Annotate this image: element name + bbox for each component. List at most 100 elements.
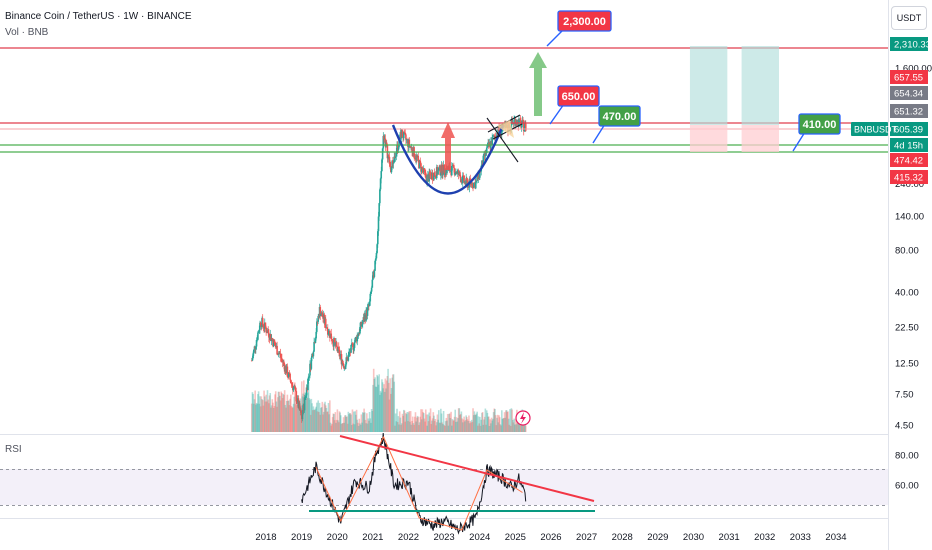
volume-bar [485,410,488,432]
candle-body [479,170,481,178]
volume-bar [344,415,347,432]
candle-body [319,307,322,317]
volume-bar [446,413,449,432]
callout-box[interactable] [557,85,600,107]
time-axis[interactable]: 2018 2019 2020 2021 2022 2023 2024 2025 2026 2027… [255,532,846,543]
volume-bar [414,412,417,432]
candle-body [281,358,283,360]
volume-bar [346,416,348,432]
volume-bar [450,411,452,432]
volume-bar [404,421,407,432]
candle-body [485,147,488,154]
candle-body [382,136,385,149]
volume-bar [333,414,335,432]
volume-bar [435,425,437,432]
volume-bar [325,407,328,432]
volume-bar [523,425,526,432]
volume-bar [397,416,400,432]
candle-body [349,352,352,354]
volume-bar [484,408,487,432]
volume-bar [465,415,467,432]
candle-body [292,387,295,391]
time-tick-label: 2032 [754,532,775,543]
volume-bar [340,415,342,432]
candle-body [253,349,255,354]
price-pane[interactable] [0,46,888,432]
currency-button[interactable]: USDT [891,6,927,30]
candle-body [354,337,356,343]
candle-body [317,315,320,322]
lightning-bolt [520,412,526,424]
volume-bar [298,400,301,432]
time-tick-label: 2028 [612,532,633,543]
volume-bar [392,374,395,432]
volume-bar [492,412,495,432]
symbol-title: Binance Coin / TetherUS · 1W · BINANCE [5,11,192,22]
volume-bar [360,414,363,432]
volume-bar [333,420,336,432]
candle-body [491,137,494,146]
candle-body [424,171,426,173]
callout-box[interactable] [557,10,612,32]
callout-label: 470.00 [603,111,637,123]
volume-bar [382,388,385,432]
volume-bar [520,419,523,432]
price-axis-tag-label: 415.32 [894,173,923,184]
price-axis-tag [890,37,928,51]
volume-bar [366,413,368,432]
volume-bar [416,417,418,432]
candle-body [390,166,393,173]
volume-bar [437,419,439,432]
callout-box[interactable] [598,105,641,127]
volume-bar [309,414,312,432]
volume-bar [293,396,296,432]
volume-bar [349,413,352,432]
time-tick-label: 2026 [540,532,561,543]
volume-bar [313,409,315,432]
candle-body [327,333,330,335]
volume-bar [280,391,283,432]
volume-bar [281,398,284,432]
candle-body [316,321,319,323]
candle-body [405,134,407,140]
candle-body [342,363,345,368]
volume-bar [460,411,463,432]
volume-bar [469,421,472,432]
volume-bar [457,418,459,432]
volume-bar [340,423,343,432]
volume-bar [304,392,306,432]
candle-body [307,378,309,390]
time-tick-label: 2034 [825,532,846,543]
volume-bar [377,384,380,432]
volume-bar [424,409,427,432]
volume-bar [454,409,457,432]
volume-bar [381,382,384,432]
volume-bar [328,414,330,432]
rsi-pane[interactable] [0,432,888,535]
candle-body [434,175,437,177]
volume-bar [396,408,398,432]
rsi-zigzag [315,435,523,531]
callout-box[interactable] [798,113,841,135]
volume-bar [299,398,302,432]
volume-bar [479,416,481,432]
volume-bar [412,423,415,432]
symbol-tag [851,122,888,136]
candle-body [315,331,317,339]
volume-bar [296,405,298,432]
volume-bar [358,418,361,432]
price-axis[interactable]: 1,600.00 240.00 140.00 80.00 40.00 22.50 12.50… [851,37,932,492]
volume-bar [276,406,278,432]
candle-body [345,357,348,365]
volume-bar [303,380,305,432]
volume-bar [361,422,363,432]
candle-body [437,168,440,171]
volume-bar [285,400,288,432]
volume-bar [355,409,358,432]
volume-bar [398,411,401,432]
candle-body [492,136,494,138]
volume-bar [274,391,277,432]
volume-bar [471,421,474,432]
volume-bar [260,396,263,432]
